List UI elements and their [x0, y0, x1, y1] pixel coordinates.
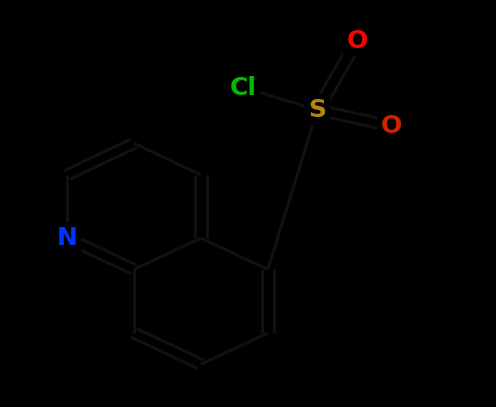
Text: S: S: [309, 98, 326, 122]
Text: O: O: [347, 29, 368, 53]
Text: N: N: [57, 226, 77, 250]
Text: Cl: Cl: [230, 76, 256, 99]
Text: O: O: [381, 114, 402, 138]
